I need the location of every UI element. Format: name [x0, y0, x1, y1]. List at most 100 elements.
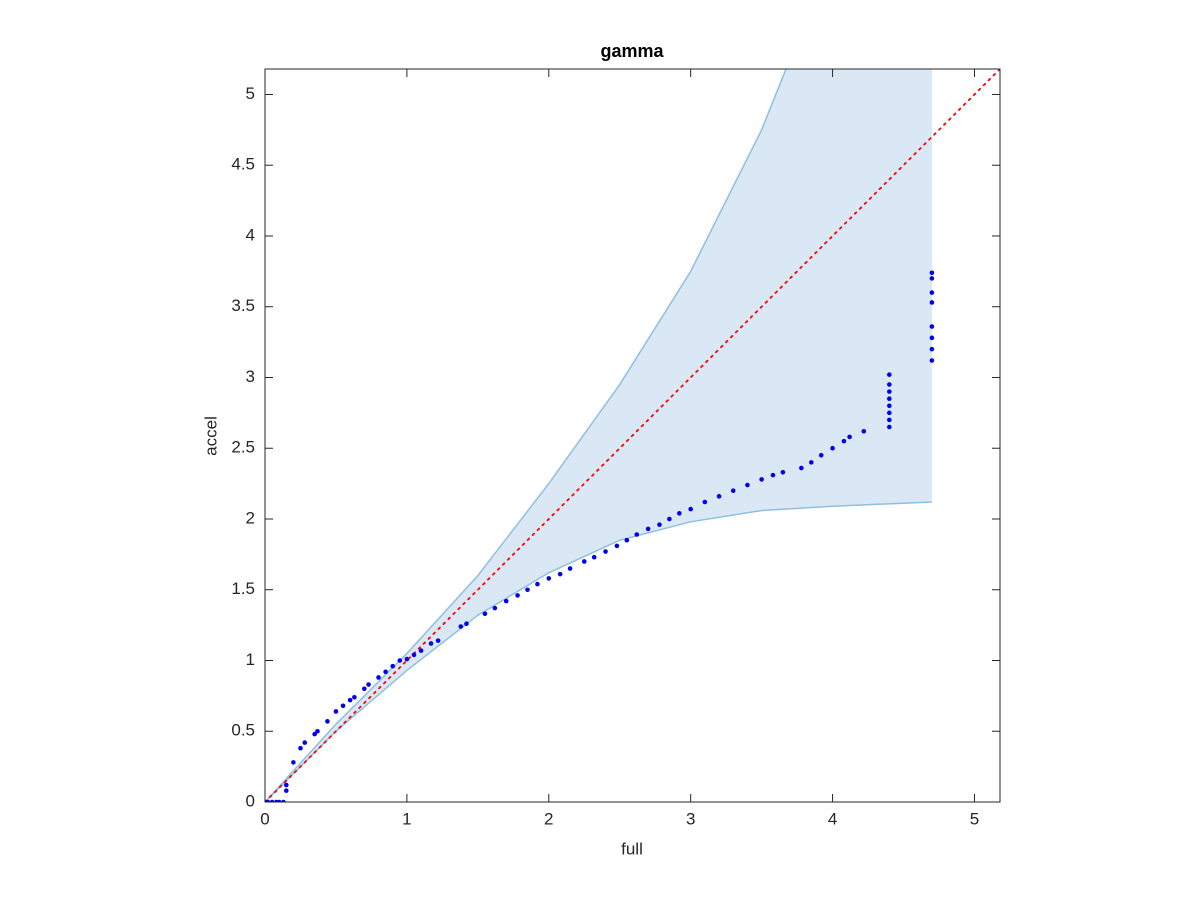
data-point	[525, 587, 530, 593]
data-point	[841, 438, 847, 444]
data-point	[333, 709, 339, 714]
confidence-band	[265, 69, 932, 802]
data-point	[799, 465, 804, 471]
data-point	[515, 593, 520, 598]
data-point	[347, 697, 353, 703]
y-tick-label: 3	[246, 367, 255, 386]
data-point	[312, 731, 317, 737]
y-tick-label: 1	[246, 650, 255, 669]
data-point	[624, 537, 630, 543]
x-tick-label: 4	[828, 809, 837, 828]
data-point	[716, 494, 722, 499]
data-point	[887, 382, 892, 387]
data-point	[929, 358, 935, 363]
data-point	[929, 335, 935, 341]
data-point	[887, 396, 892, 402]
data-point	[281, 799, 286, 802]
data-point	[535, 581, 540, 587]
data-point	[614, 543, 620, 549]
data-point	[464, 621, 469, 627]
data-point	[265, 799, 271, 802]
data-point	[929, 270, 935, 276]
x-tick-label: 3	[686, 809, 695, 828]
data-point	[283, 788, 289, 793]
x-tick-label: 5	[970, 809, 979, 828]
data-point	[404, 656, 410, 662]
data-point	[645, 526, 651, 532]
data-point	[929, 290, 935, 295]
data-point	[340, 703, 346, 709]
data-point	[808, 460, 814, 465]
data-point	[887, 410, 892, 416]
data-point	[546, 576, 552, 581]
data-point	[929, 346, 935, 352]
data-point	[418, 648, 424, 653]
y-axis-label: accel	[201, 416, 220, 456]
data-point	[603, 549, 608, 554]
data-point	[390, 663, 396, 669]
data-point	[730, 488, 736, 493]
data-point	[759, 477, 764, 482]
data-point	[276, 799, 282, 802]
data-point	[411, 652, 417, 658]
y-tick-label: 4	[246, 225, 255, 244]
y-tick-label: 3.5	[231, 296, 255, 315]
data-point	[861, 428, 867, 434]
data-point	[291, 760, 296, 765]
data-point	[818, 453, 824, 458]
data-point	[667, 516, 672, 522]
data-point	[929, 300, 935, 305]
data-point	[657, 522, 662, 527]
y-tick-label: 5	[246, 84, 255, 103]
y-tick-label: 0.5	[231, 721, 255, 740]
x-axis-label: full	[621, 839, 643, 858]
data-point	[677, 511, 682, 516]
data-point	[591, 554, 597, 560]
data-point	[298, 745, 303, 751]
data-point	[302, 740, 308, 745]
data-point	[887, 372, 892, 377]
data-point	[352, 694, 357, 700]
y-tick-label: 2	[246, 508, 255, 527]
data-point	[929, 324, 935, 329]
data-point	[325, 719, 330, 724]
x-tick-label: 0	[260, 809, 269, 828]
data-point	[283, 782, 289, 788]
data-point	[557, 571, 563, 577]
data-point	[688, 506, 693, 512]
axes-box	[264, 68, 1001, 803]
data-point	[458, 624, 464, 629]
data-point	[362, 686, 367, 692]
y-tick-label: 4.5	[231, 155, 255, 174]
axes: 0 1 2 3 4 5 0 0.5 1 1.5 2 2.5 3 3.5 4 4.5 5	[231, 68, 1001, 828]
data-point	[428, 641, 434, 646]
data-point	[780, 469, 786, 475]
data-point	[887, 389, 892, 394]
data-point	[397, 658, 403, 663]
data-point	[830, 445, 835, 451]
data-point	[887, 424, 892, 430]
data-point	[702, 499, 708, 505]
data-point	[745, 482, 750, 488]
plot-area	[265, 69, 1000, 802]
data-point	[847, 434, 852, 440]
data-point	[366, 682, 371, 687]
data-point	[492, 605, 498, 611]
data-point	[376, 675, 381, 680]
data-point	[482, 611, 488, 617]
data-point	[929, 276, 935, 281]
data-point	[315, 728, 320, 734]
band-edge	[265, 501, 932, 802]
data-point	[383, 669, 388, 675]
data-point	[435, 638, 441, 643]
data-point	[770, 472, 776, 478]
data-point	[887, 417, 892, 423]
data-point	[503, 598, 509, 604]
x-tick-label: 1	[402, 809, 411, 828]
identity-line	[265, 69, 1000, 802]
data-point	[567, 566, 573, 571]
band-edge	[265, 69, 787, 802]
data-point	[887, 403, 892, 409]
data-point	[634, 532, 640, 537]
